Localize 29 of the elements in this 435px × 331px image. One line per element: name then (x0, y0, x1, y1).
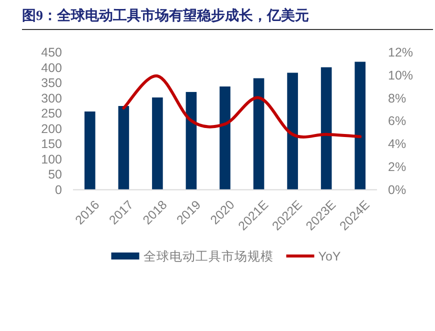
y-tick-label: 350 (41, 76, 62, 90)
bar (152, 97, 163, 190)
y-tick-label: 400 (41, 60, 62, 75)
y-tick-label: 150 (41, 137, 62, 152)
y-tick-label: 250 (41, 106, 62, 121)
y2-tick-label: 12% (388, 46, 414, 60)
bar (287, 72, 298, 190)
bar (220, 86, 230, 190)
y2-tick-label: 6% (388, 114, 406, 128)
bar (354, 62, 366, 190)
chart-title: 图9：全球电动工具市场有望稳步成长，亿美元 (22, 7, 309, 24)
legend-label: YoY (318, 250, 342, 264)
y2-tick-label: 10% (388, 68, 414, 82)
bar (253, 78, 264, 190)
y-tick-label: 450 (41, 46, 62, 60)
y2-tick-label: 4% (388, 137, 406, 152)
legend-label: 全球电动工具市场规模 (143, 250, 274, 264)
bar (118, 106, 130, 190)
bar (84, 111, 96, 190)
bar (320, 67, 332, 190)
y-tick-label: 200 (41, 122, 62, 136)
y2-tick-label: 2% (388, 160, 406, 174)
y-tick-label: 100 (41, 152, 62, 166)
bar (186, 92, 197, 190)
y2-tick-label: 0% (388, 182, 406, 197)
y-tick-label: 0 (55, 182, 62, 197)
y-tick-label: 50 (48, 168, 62, 182)
y-tick-label: 300 (41, 91, 62, 106)
y2-tick-label: 8% (388, 91, 406, 106)
